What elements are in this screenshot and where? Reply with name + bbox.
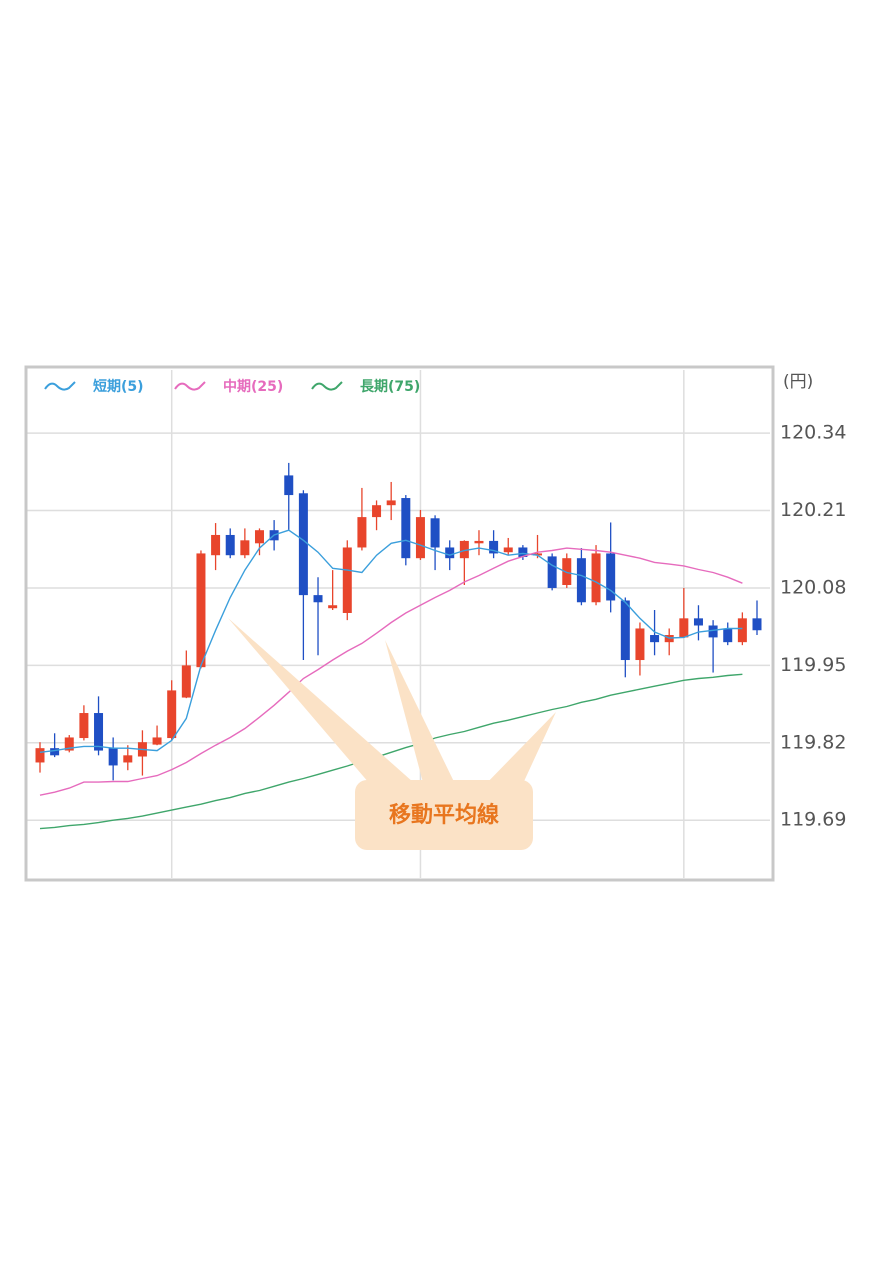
candle-body (211, 534, 221, 556)
candle-body (430, 518, 440, 548)
y-tick-label: 119.82 (780, 731, 846, 753)
moving-average-line (39, 529, 743, 753)
callout-ray (480, 712, 556, 790)
candle-body (752, 618, 762, 631)
legend-icon (44, 381, 76, 391)
candle-body (94, 713, 104, 751)
candle-body (737, 618, 747, 643)
candle-body (576, 558, 586, 603)
candle-body (459, 540, 469, 559)
candle-body (79, 713, 89, 739)
candle-body (606, 553, 616, 601)
candle-body (372, 505, 382, 518)
legend: 短期(5) 中期(25) 長期(75) (44, 378, 420, 395)
y-tick-label: 119.95 (780, 654, 846, 676)
callout-box (355, 780, 533, 850)
y-tick-label: 120.34 (780, 422, 846, 444)
candle-body (35, 748, 45, 763)
candle-body (445, 547, 455, 559)
candle-body (708, 625, 718, 638)
candle-body (650, 635, 660, 643)
candle-body (620, 600, 630, 661)
annotation: 移動平均線 (389, 802, 499, 828)
moving-average-line (39, 673, 743, 830)
unit-label: (円) (783, 372, 813, 392)
candle-body (357, 517, 367, 548)
legend-label: 中期(25) (223, 378, 283, 395)
y-tick-label: 120.21 (780, 499, 846, 521)
callout-ray (385, 640, 458, 790)
candle-body (328, 605, 338, 609)
candle-body (693, 618, 703, 626)
candle-body (152, 737, 162, 745)
candle-body (533, 553, 543, 556)
candle-body (503, 547, 513, 553)
candle-body (50, 748, 60, 756)
candle-body (518, 547, 528, 558)
candle-body (108, 748, 118, 766)
candle-body (474, 540, 484, 544)
candle-body (123, 755, 133, 763)
candle-body (415, 517, 425, 559)
candle-body (342, 547, 352, 613)
chart-frame (24, 365, 775, 882)
candle-body (591, 553, 601, 603)
candle-body (313, 595, 323, 603)
candle-body (635, 628, 645, 661)
candle-body (489, 540, 499, 554)
candle-body (562, 558, 572, 585)
candle-body (181, 665, 191, 698)
callout-ray (228, 618, 422, 790)
y-tick-label: 120.08 (780, 576, 846, 598)
candle-body (64, 737, 74, 751)
candle-body (225, 534, 235, 556)
callout (228, 618, 556, 850)
candle-body (254, 530, 264, 544)
candle-body (167, 690, 177, 739)
moving-average-line (39, 547, 743, 796)
candle-body (284, 475, 294, 496)
candle-body (240, 540, 250, 556)
y-tick-label: 119.69 (780, 809, 846, 831)
candle-body (723, 628, 733, 643)
candle-body (196, 553, 206, 668)
legend-icon (174, 381, 206, 391)
candle-body (298, 493, 308, 596)
candle-body (401, 498, 411, 559)
candle-body (679, 618, 689, 638)
legend-label: 長期(75) (360, 379, 420, 395)
candle-body (547, 556, 557, 588)
legend-label: 短期(5) (93, 378, 144, 395)
candle-body (386, 500, 396, 506)
legend-icon (311, 381, 343, 391)
